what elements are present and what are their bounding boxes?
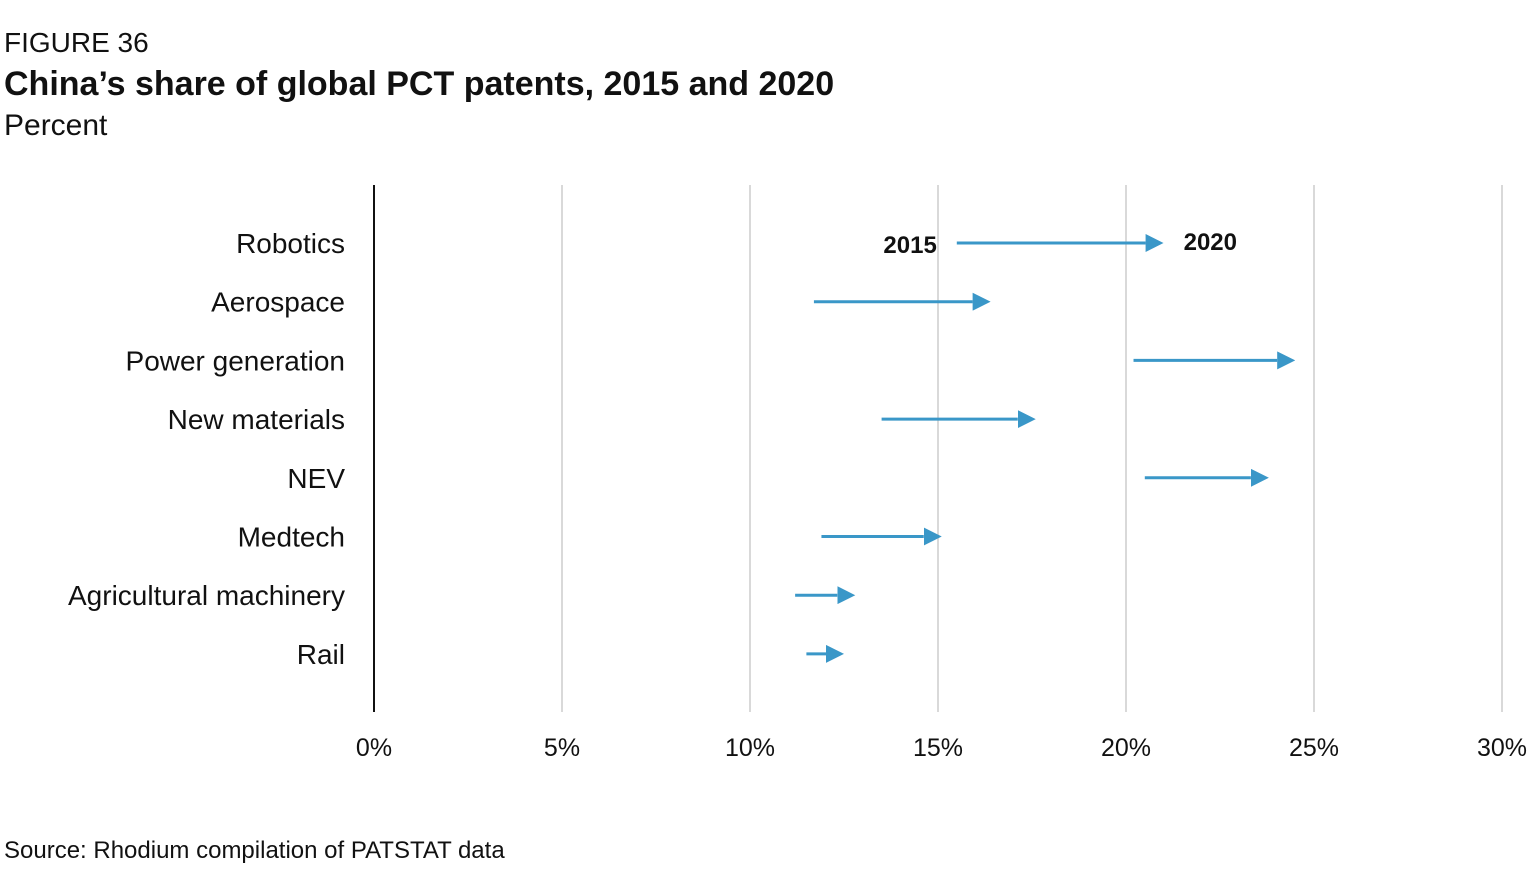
x-tick-label: 15% xyxy=(913,734,963,762)
figure-label: FIGURE 36 xyxy=(4,27,149,58)
category-label: Rail xyxy=(297,639,345,670)
category-label: New materials xyxy=(168,404,345,435)
x-tick-label: 5% xyxy=(544,734,580,762)
x-tick-label: 30% xyxy=(1477,734,1527,762)
end-year-label: 2020 xyxy=(1184,229,1237,256)
category-label: Power generation xyxy=(126,345,345,376)
start-year-label: 2015 xyxy=(883,232,936,259)
x-tick-label: 25% xyxy=(1289,734,1339,762)
source-note: Source: Rhodium compilation of PATSTAT d… xyxy=(4,837,505,864)
category-label: Agricultural machinery xyxy=(68,580,345,611)
category-label: Robotics xyxy=(236,228,345,259)
category-label: NEV xyxy=(287,463,345,494)
category-label: Aerospace xyxy=(211,287,345,318)
x-tick-label: 0% xyxy=(356,734,392,762)
chart-subtitle: Percent xyxy=(4,109,108,142)
x-tick-label: 20% xyxy=(1101,734,1151,762)
x-tick-label: 10% xyxy=(725,734,775,762)
category-label: Medtech xyxy=(238,522,345,553)
chart-title: China’s share of global PCT patents, 201… xyxy=(4,65,835,103)
